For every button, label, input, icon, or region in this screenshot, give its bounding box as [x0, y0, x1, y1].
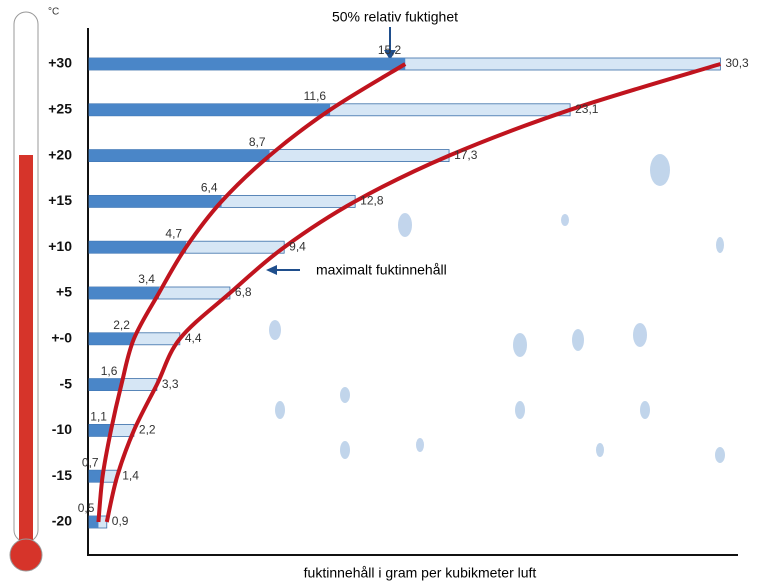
chart: °C fuktinnehåll i gram per kubikmeter lu… [0, 0, 764, 584]
y-tick-label: -20 [52, 513, 72, 529]
value-label: 12,8 [360, 194, 384, 208]
value-label: 3,3 [162, 377, 179, 391]
value-label: 30,3 [725, 56, 749, 70]
y-tick-label: +-0 [51, 330, 72, 346]
half-bar [89, 195, 222, 207]
y-tick-label: +25 [48, 101, 72, 117]
y-tick-label: -5 [60, 375, 73, 391]
annotation: maximalt fuktinnehåll [316, 262, 447, 278]
x-axis-label: fuktinnehåll i gram per kubikmeter luft [304, 565, 537, 581]
value-label: 0,7 [82, 455, 99, 469]
value-label: 0,9 [112, 514, 129, 528]
y-tick-label: +5 [56, 284, 72, 300]
y-tick-label: -15 [52, 467, 72, 483]
y-tick-label: +10 [48, 238, 72, 254]
half-bar [89, 424, 111, 436]
value-label: 8,7 [249, 135, 266, 149]
half-bar [89, 58, 405, 70]
half-bar [89, 379, 121, 391]
value-label: 6,4 [201, 181, 218, 195]
value-label: 9,4 [289, 239, 306, 253]
half-bar [89, 333, 134, 345]
y-tick-label: +20 [48, 146, 72, 162]
half-bar [89, 287, 159, 299]
value-label: 4,4 [185, 331, 202, 345]
value-label: 1,1 [90, 410, 107, 424]
value-label: 2,2 [113, 318, 130, 332]
value-label: 15,2 [378, 43, 402, 57]
value-label: 11,6 [304, 89, 327, 103]
y-tick-label: +15 [48, 192, 72, 208]
value-label: 0,5 [78, 501, 95, 515]
half-bar [89, 150, 270, 162]
value-label: 6,8 [235, 285, 252, 299]
value-label: 1,4 [122, 468, 139, 482]
y-tick-label: +30 [48, 55, 72, 71]
thermometer [10, 12, 42, 571]
unit: °C [48, 7, 59, 18]
y-tick-label: -10 [52, 421, 72, 437]
value-label: 17,3 [454, 148, 478, 162]
annotation-arrow [266, 265, 277, 275]
value-label: 1,6 [101, 364, 118, 378]
annotation: 50% relativ fuktighet [332, 9, 458, 25]
value-label: 2,2 [139, 423, 156, 437]
half-bar [89, 104, 330, 116]
value-label: 4,7 [165, 226, 182, 240]
value-label: 3,4 [138, 272, 155, 286]
half-bar [89, 241, 186, 253]
value-label: 23,1 [575, 102, 599, 116]
